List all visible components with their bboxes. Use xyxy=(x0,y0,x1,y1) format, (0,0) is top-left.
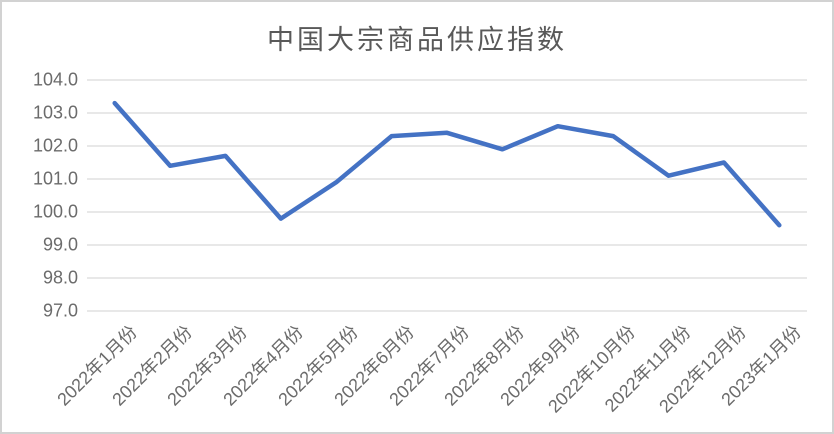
y-axis-tick-label: 102.0 xyxy=(32,135,78,156)
y-axis-tick-label: 97.0 xyxy=(42,300,78,321)
y-axis-tick-label: 100.0 xyxy=(32,201,78,222)
y-axis-tick-label: 98.0 xyxy=(42,267,78,288)
y-axis-tick-label: 104.0 xyxy=(32,69,78,90)
y-axis-tick-label: 103.0 xyxy=(32,102,78,123)
series-line xyxy=(112,100,782,228)
y-axis-tick-label: 101.0 xyxy=(32,168,78,189)
y-axis-tick-label: 99.0 xyxy=(42,234,78,255)
chart-title: 中国大宗商品供应指数 xyxy=(267,25,567,55)
